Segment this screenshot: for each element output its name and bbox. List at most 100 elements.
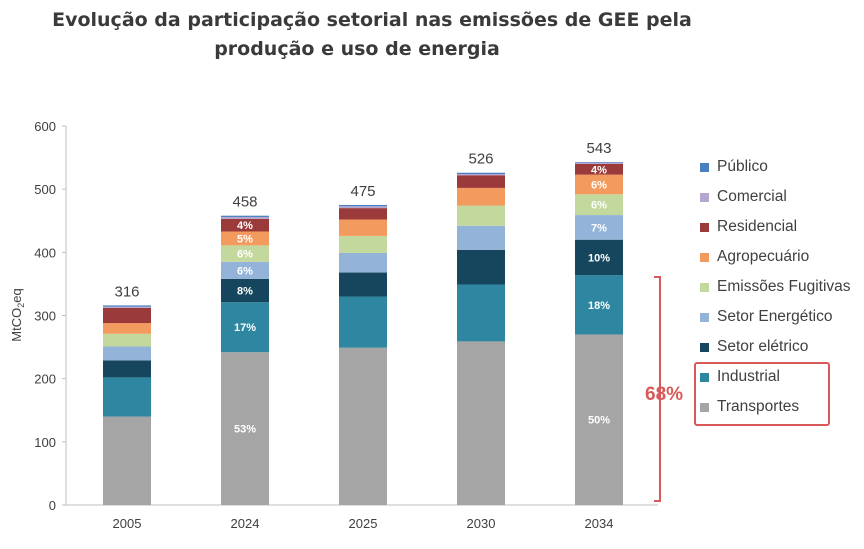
x-tick-label: 2025 [349, 516, 378, 531]
legend-swatch [700, 222, 709, 232]
highlight-share-label: 68% [645, 384, 684, 405]
bar-segment [575, 215, 623, 240]
segment-label: 53% [234, 424, 256, 436]
segment-label: 4% [591, 164, 607, 176]
segment-label: 8% [237, 286, 253, 298]
y-tick-label: 400 [34, 245, 56, 260]
bar-segment [457, 225, 505, 250]
bar-segment [221, 261, 269, 279]
legend-item: Comercial [700, 187, 787, 207]
y-tick-label: 500 [34, 182, 56, 197]
legend-item: Transportes [700, 397, 799, 417]
y-tick-label: 200 [34, 372, 56, 387]
bar-segment [457, 341, 505, 505]
bar-total-label: 316 [114, 283, 139, 300]
bar-segment [575, 163, 623, 175]
bar-segment [575, 162, 623, 163]
legend-swatch [700, 162, 709, 172]
bar-segment [339, 347, 387, 505]
segment-label: 6% [591, 179, 607, 191]
bar-segment [457, 284, 505, 342]
bar-segment [575, 334, 623, 505]
bar-total-label: 543 [586, 140, 611, 157]
legend-label: Setor Energético [717, 308, 833, 325]
legend-label: Emissões Fugitivas [717, 278, 851, 295]
segment-label: 4% [237, 220, 253, 232]
legend-swatch [700, 372, 709, 382]
legend-label: Agropecuário [717, 248, 810, 265]
bar-segment [103, 377, 151, 417]
bar-segment [103, 323, 151, 334]
x-tick-label: 2030 [467, 516, 496, 531]
legend-label: Residencial [717, 218, 798, 235]
bar-segment [103, 307, 151, 324]
bar-segment [339, 272, 387, 297]
segment-label: 6% [237, 249, 253, 261]
bar-segment [339, 206, 387, 209]
bar-total-label: 458 [232, 194, 257, 211]
bar-segment [457, 205, 505, 226]
legend-swatch [700, 252, 709, 262]
y-tick-label: 600 [34, 119, 56, 134]
bar-segment [457, 174, 505, 176]
bar-segment [457, 187, 505, 206]
bar-segment [339, 296, 387, 348]
segment-label: 50% [588, 415, 610, 427]
bar-segment [103, 333, 151, 347]
legend-item: Emissões Fugitivas [700, 277, 851, 297]
bar-segment [221, 278, 269, 303]
x-tick-label: 2034 [585, 516, 614, 531]
y-tick-label: 100 [34, 435, 56, 450]
legend-swatch [700, 282, 709, 292]
bar-segment [103, 305, 151, 307]
y-tick-label: 300 [34, 309, 56, 324]
bar-segment [339, 252, 387, 273]
legend-label: Transportes [717, 398, 800, 415]
chart-title-line-2: produção e uso de energia [214, 38, 500, 60]
legend-item: Público [700, 157, 768, 177]
x-tick-label: 2024 [231, 516, 260, 531]
legend-label: Setor elétrico [717, 338, 809, 355]
legend-swatch [700, 312, 709, 322]
bar-segment [457, 249, 505, 285]
legend-label: Industrial [717, 368, 780, 385]
bar-segment [103, 416, 151, 505]
x-tick-label: 2005 [113, 516, 142, 531]
bar-segment [221, 216, 269, 219]
bar-segment [103, 346, 151, 361]
segment-label: 18% [588, 300, 610, 312]
legend-item: Residencial [700, 217, 797, 237]
chart-title: Evolução da participação setorial nas em… [0, 6, 864, 64]
bar-segment [575, 239, 623, 276]
bar-segment [103, 306, 151, 308]
y-axis-label: MtCO2eq [9, 288, 26, 341]
highlight-bracket [654, 276, 661, 502]
legend-label: Público [717, 158, 768, 175]
legend-item: Agropecuário [700, 247, 809, 267]
segment-label: 10% [588, 252, 610, 264]
segment-label: 6% [591, 200, 607, 212]
bar-segment [575, 162, 623, 164]
bar-segment [221, 218, 269, 232]
bar-segment [339, 219, 387, 236]
legend-item: Setor elétrico [700, 337, 808, 357]
bar-segment [221, 302, 269, 353]
legend-swatch [700, 342, 709, 352]
bar-segment [221, 352, 269, 505]
bar-segment [457, 172, 505, 175]
legend-highlight-box [694, 362, 830, 426]
segment-label: 17% [234, 322, 256, 334]
segment-label: 5% [237, 233, 253, 245]
legend-swatch [700, 402, 709, 412]
bar-total-label: 526 [468, 151, 493, 168]
legend-item: Setor Energético [700, 307, 832, 327]
chart-title-line-1: Evolução da participação setorial nas em… [52, 9, 692, 31]
y-tick-label: 0 [49, 498, 56, 513]
legend-item: Industrial [700, 367, 780, 387]
bar-segment [103, 360, 151, 378]
bar-segment [339, 235, 387, 253]
legend-label: Comercial [717, 188, 787, 205]
bar-segment [457, 175, 505, 188]
bar-total-label: 475 [350, 183, 375, 200]
